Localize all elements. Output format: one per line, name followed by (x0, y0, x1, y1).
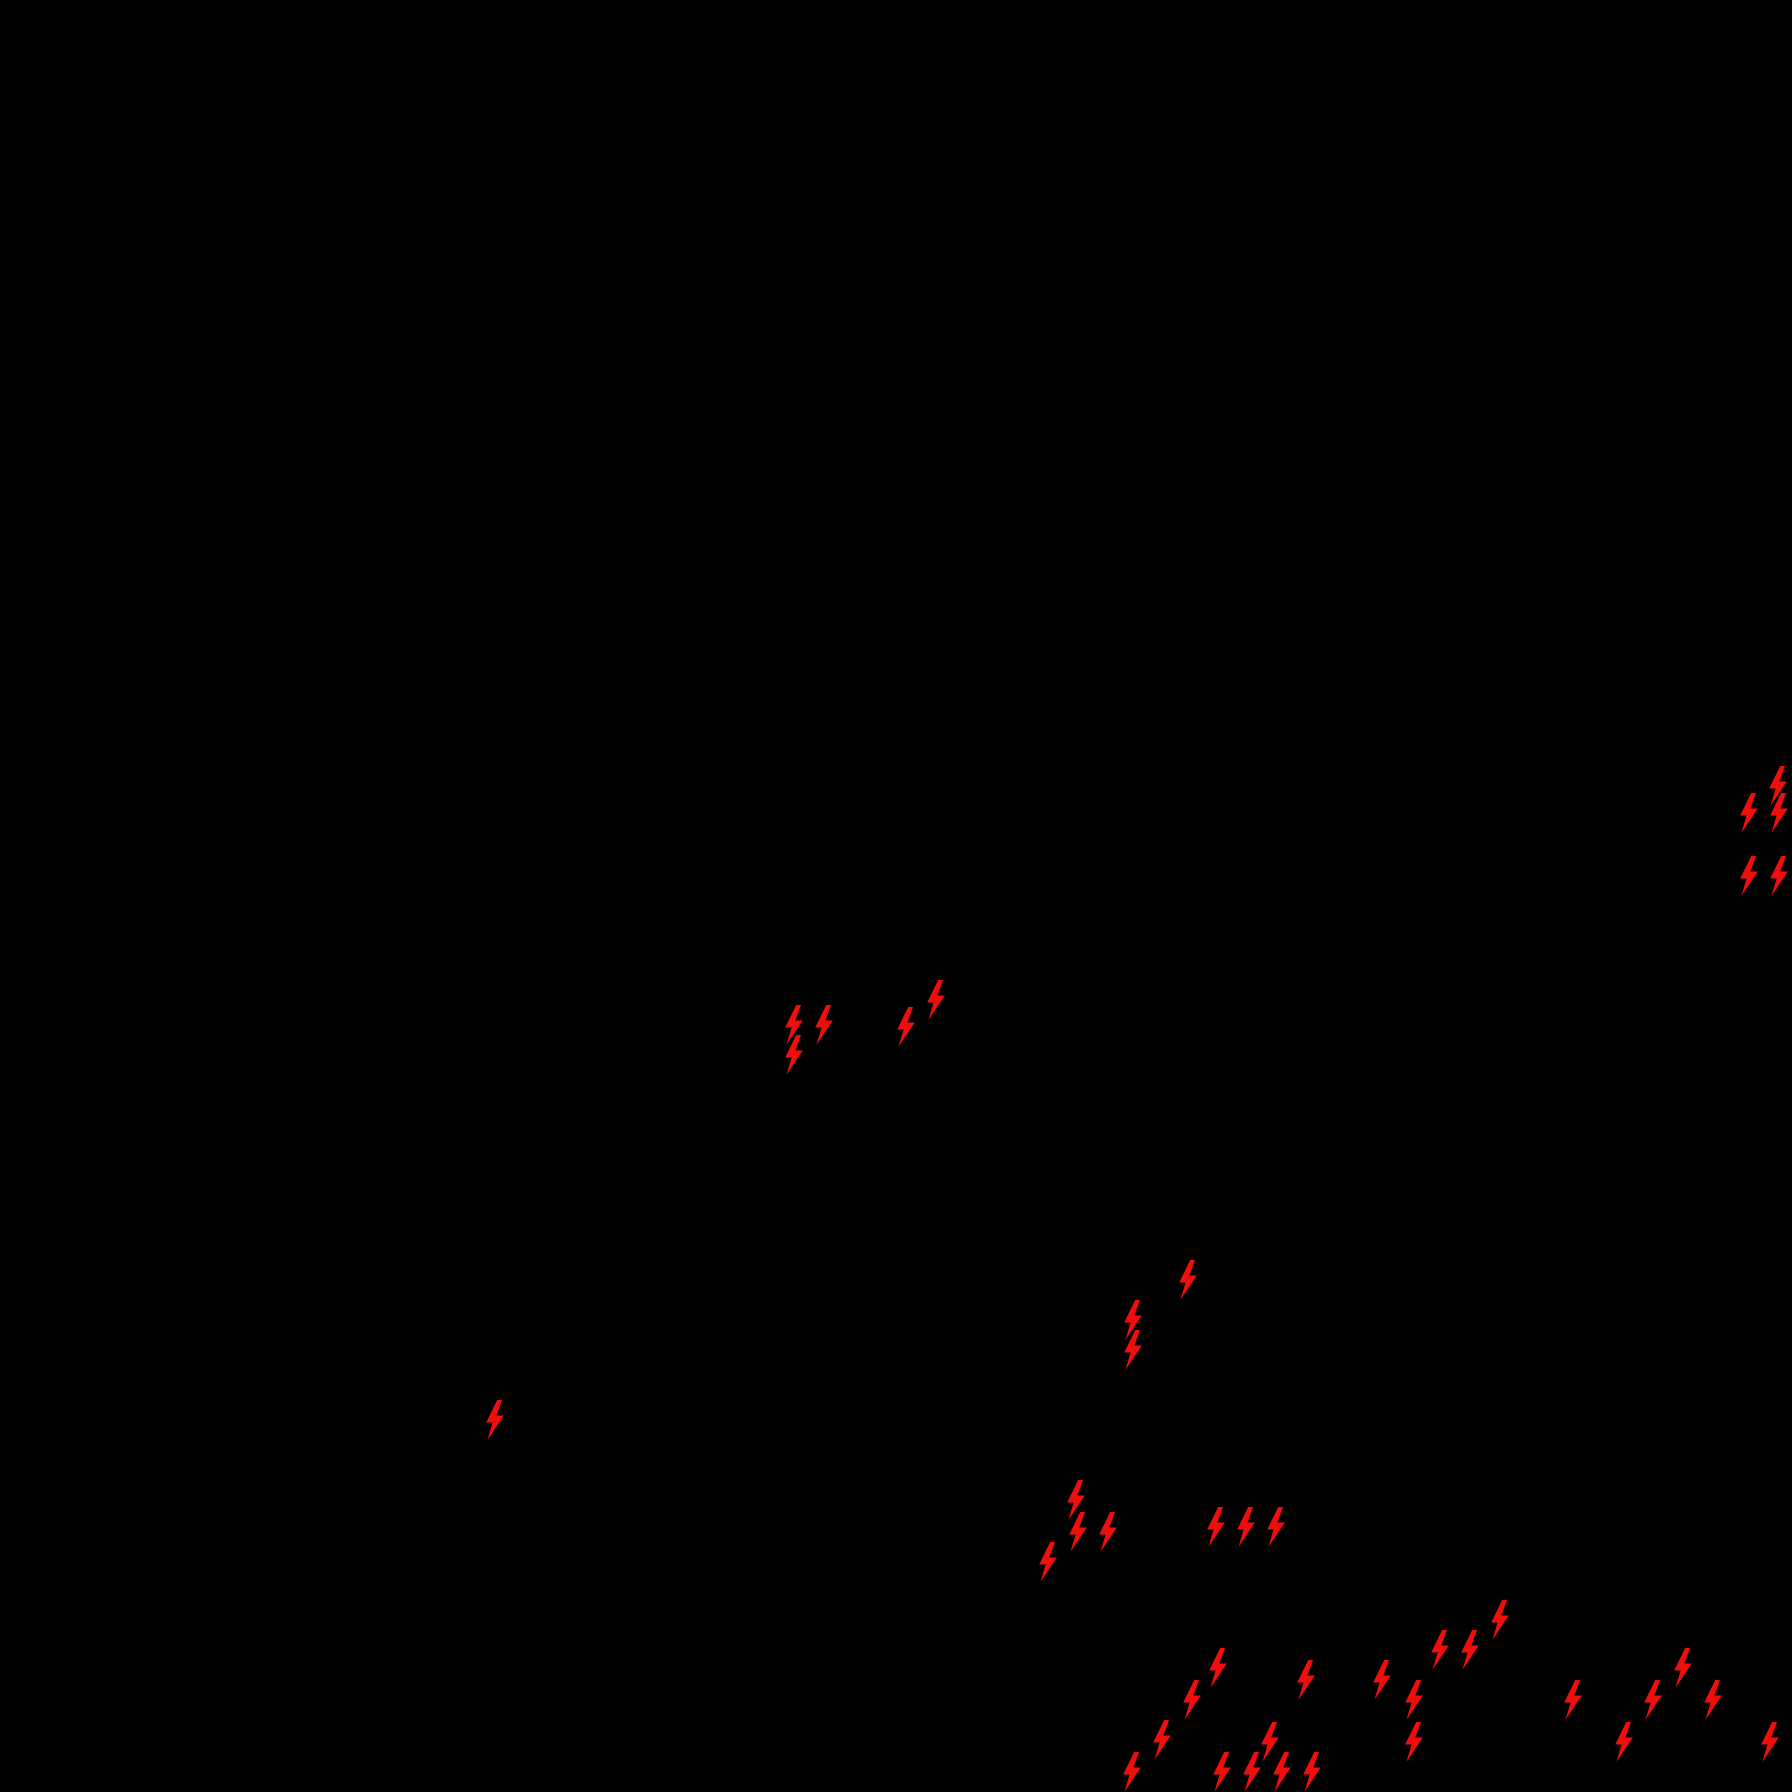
lightning-bolt-icon (1562, 1680, 1584, 1720)
lightning-bolt-icon (1459, 1630, 1481, 1670)
lightning-bolt-icon (895, 1007, 917, 1047)
lightning-bolt-icon (1672, 1648, 1694, 1688)
lightning-bolt-icon (1211, 1752, 1233, 1792)
lightning-bolt-icon (783, 1035, 805, 1075)
lightning-bolt-icon (1768, 856, 1790, 896)
lightning-bolt-icon (813, 1005, 835, 1045)
lightning-bolt-icon (1738, 793, 1760, 833)
lightning-bolt-icon (1181, 1680, 1203, 1720)
lightning-bolt-icon (1371, 1660, 1393, 1700)
lightning-bolt-icon (1768, 793, 1790, 833)
lightning-bolt-icon (1205, 1507, 1227, 1547)
lightning-bolt-icon (1642, 1680, 1664, 1720)
lightning-bolt-icon (1403, 1680, 1425, 1720)
lightning-bolt-icon (1738, 856, 1760, 896)
lightning-bolt-icon (925, 980, 947, 1020)
lightning-bolt-icon (1489, 1600, 1511, 1640)
lightning-bolt-icon (1241, 1752, 1263, 1792)
lightning-bolt-icon (1235, 1507, 1257, 1547)
lightning-bolt-icon (1295, 1660, 1317, 1700)
lightning-bolt-icon (1207, 1648, 1229, 1688)
lightning-bolt-icon (1121, 1752, 1143, 1792)
lightning-bolt-icon (1065, 1480, 1087, 1520)
lightning-bolt-icon (1265, 1507, 1287, 1547)
lightning-bolt-icon (1759, 1722, 1781, 1762)
lightning-bolt-icon (783, 1005, 805, 1045)
lightning-bolt-icon (1122, 1300, 1144, 1340)
lightning-bolt-icon (1702, 1680, 1724, 1720)
lightning-bolt-icon (1271, 1752, 1293, 1792)
lightning-bolt-icon (1097, 1512, 1119, 1552)
lightning-bolt-icon (1403, 1722, 1425, 1762)
lightning-bolt-icon (1037, 1542, 1059, 1582)
lightning-bolt-icon (1067, 1512, 1089, 1552)
lightning-bolt-icon (1429, 1630, 1451, 1670)
lightning-bolt-icon (1151, 1720, 1173, 1760)
lightning-bolt-icon (1177, 1260, 1199, 1300)
lightning-bolt-icon (484, 1400, 506, 1440)
lightning-bolt-icon (1613, 1722, 1635, 1762)
lightning-bolt-icon (1259, 1722, 1281, 1762)
lightning-bolt-icon (1767, 766, 1789, 806)
lightning-bolt-icon (1301, 1752, 1323, 1792)
lightning-bolt-icon (1122, 1330, 1144, 1370)
